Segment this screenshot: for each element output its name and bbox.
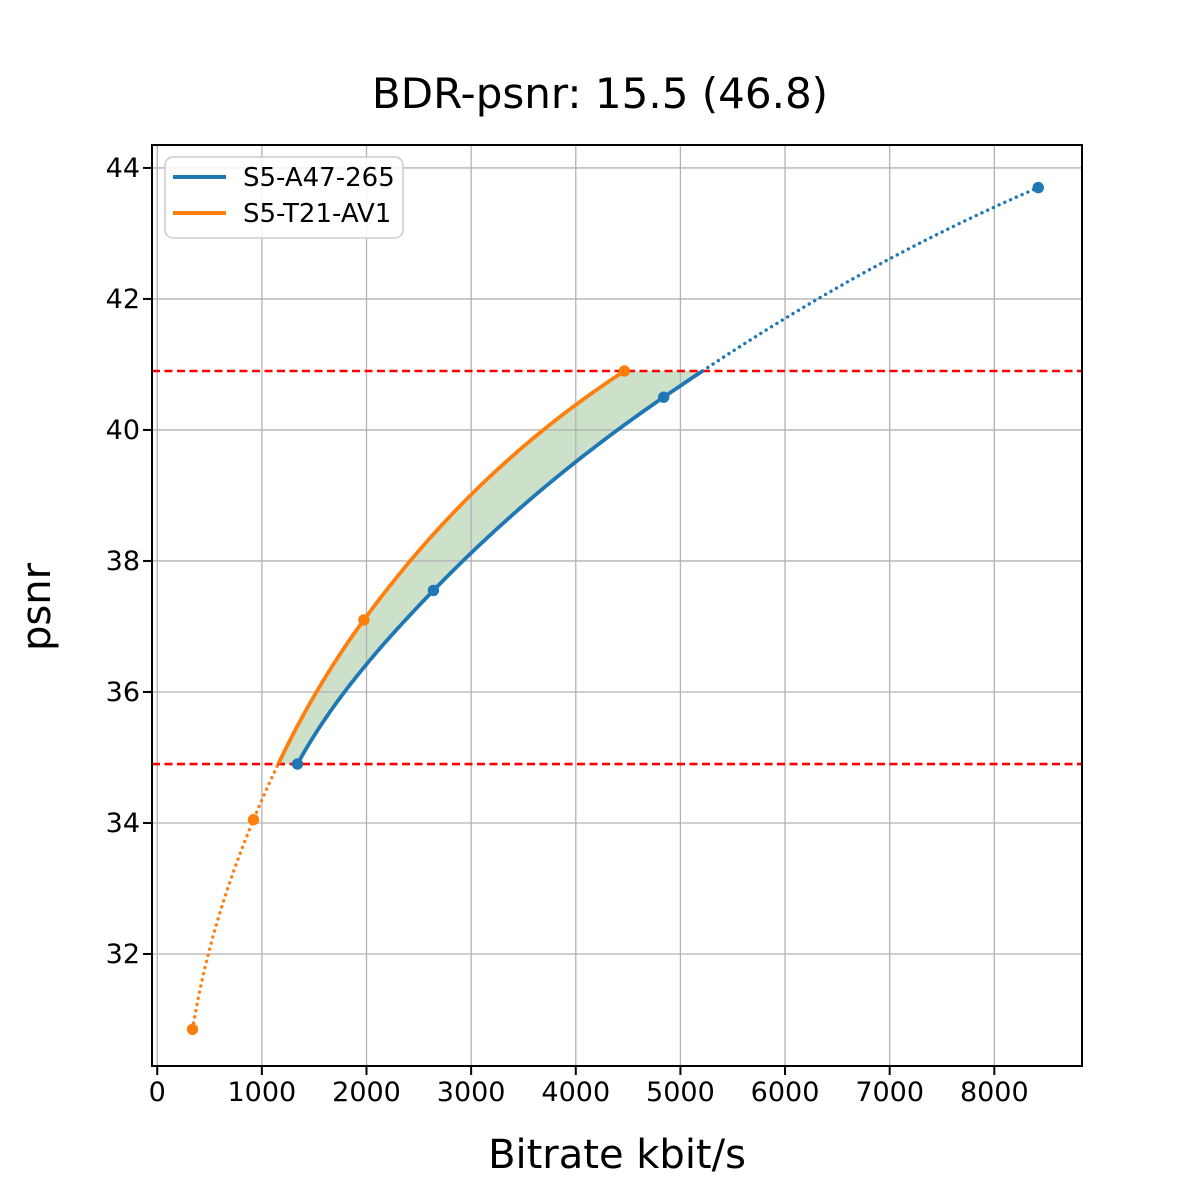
y-tick-label: 40: [106, 415, 140, 446]
x-tick-label: 0: [149, 1077, 166, 1108]
chart-title: BDR-psnr: 15.5 (46.8): [372, 69, 828, 118]
plot-border: [151, 144, 1083, 1067]
y-tick-label: 36: [106, 677, 140, 708]
series-S5-T21-AV1-data-point-marker: [247, 814, 260, 826]
series-S5-A47-265-data-point-marker: [427, 584, 440, 597]
series-S5-T21-AV1-dotted-low-curve: [190, 762, 280, 1032]
y-tick-label: 38: [106, 546, 140, 577]
x-tick-label: 5000: [646, 1077, 715, 1108]
series-S5-T21-AV1-data-point-marker: [618, 365, 631, 377]
x-tick-label: 1000: [228, 1077, 297, 1108]
y-tick-label: 32: [106, 939, 140, 970]
series-S5-A47-265-data-point-marker: [291, 758, 304, 770]
y-tick-label: 44: [106, 153, 140, 184]
x-tick-label: 7000: [855, 1077, 924, 1108]
y-tick-label: 42: [106, 284, 140, 315]
legend-label-series-1: S5-T21-AV1: [243, 199, 391, 229]
x-tick-label: 6000: [751, 1077, 820, 1108]
y-tick-label: 34: [106, 808, 140, 839]
x-tick-label: 3000: [437, 1077, 506, 1108]
x-axis-label: Bitrate kbit/s: [488, 1132, 746, 1178]
series-S5-T21-AV1-data-point-marker: [186, 1023, 199, 1036]
series-S5-A47-265-data-point-marker: [657, 391, 670, 403]
series-S5-T21-AV1-data-point-marker: [358, 614, 370, 626]
plot-layers: 0 1000 2000 3000 4000 5000 6000 7000 8000 32 34 36 3…: [106, 144, 1083, 1108]
series-S5-A47-265-dotted-high-curve: [700, 185, 1040, 373]
x-tick-label: 8000: [960, 1077, 1029, 1108]
x-tick-label: 2000: [332, 1077, 401, 1108]
series-S5-T21-AV1-solid-curve: [276, 369, 626, 765]
legend: S5-A47-265 S5-T21-AV1: [164, 156, 404, 239]
legend-label-series-0: S5-A47-265: [243, 163, 395, 193]
series-S5-A47-265-data-point-marker: [1032, 181, 1044, 194]
x-tick-label: 4000: [541, 1077, 610, 1108]
y-axis-label: psnr: [14, 562, 60, 651]
